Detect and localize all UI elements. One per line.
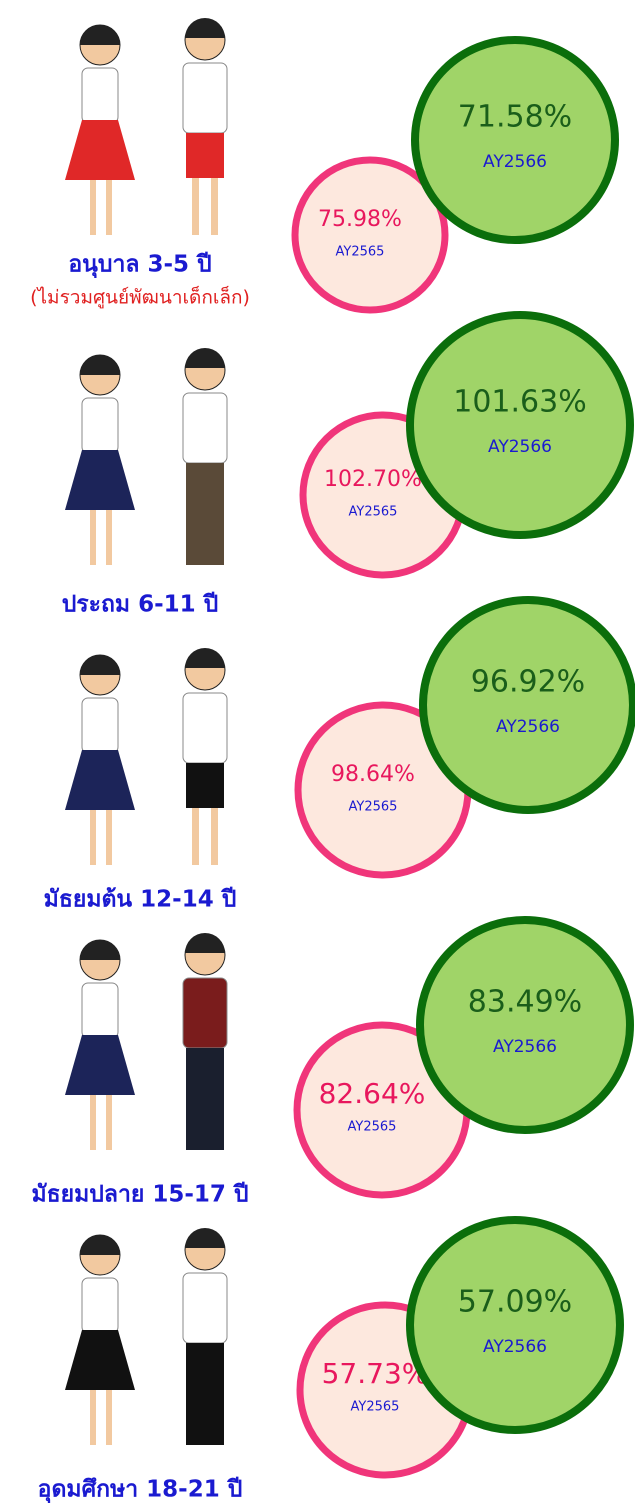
- level-label: ประถม 6-11 ปี: [62, 592, 219, 618]
- level-label: มัธยมต้น 12-14 ปี: [44, 887, 237, 913]
- figure-leg: [90, 510, 96, 565]
- figure-leg: [106, 1390, 112, 1445]
- figure-hair: [80, 1235, 120, 1255]
- level-sublabel: (ไม่รวมศูนย์พัฒนาเด็กเล็ก): [30, 285, 250, 309]
- figure-pants: [186, 763, 224, 808]
- current-circle: [419, 596, 635, 814]
- previous-circle: [291, 156, 449, 314]
- figure-leg: [106, 510, 112, 565]
- previous-value: 75.98%: [318, 207, 402, 232]
- figure-leg: [90, 1095, 96, 1150]
- current-year: AY2566: [488, 437, 552, 457]
- figure-body: [81, 397, 119, 454]
- current-year: AY2566: [496, 717, 560, 737]
- current-value: 57.09%: [458, 1285, 572, 1320]
- figure-leg: [106, 1095, 112, 1150]
- current-circle: [406, 1216, 624, 1434]
- current-year: AY2566: [483, 152, 547, 172]
- current-value: 101.63%: [453, 385, 586, 420]
- figure-leg: [106, 810, 112, 865]
- figure-pants: [186, 1048, 224, 1150]
- figure-body: [81, 982, 119, 1039]
- figure-leg: [90, 810, 96, 865]
- previous-year: AY2565: [336, 245, 385, 260]
- figure-body: [182, 62, 228, 134]
- figure-body: [182, 1272, 228, 1344]
- current-circle: [411, 36, 619, 244]
- figure-body: [81, 67, 119, 124]
- level-label: มัธยมปลาย 15-17 ปี: [31, 1182, 248, 1208]
- previous-value: 57.73%: [322, 1357, 429, 1390]
- current-value: 96.92%: [471, 665, 585, 700]
- figure-hair: [80, 940, 120, 960]
- previous-value: 98.64%: [331, 762, 415, 787]
- current-value: 71.58%: [458, 100, 572, 135]
- figure-skirt: [65, 1330, 135, 1390]
- illustration: [65, 348, 228, 565]
- figure-body: [81, 1277, 119, 1334]
- previous-value: 102.70%: [324, 467, 422, 492]
- figure-hair: [80, 25, 120, 45]
- previous-value: 82.64%: [319, 1077, 426, 1110]
- figure-hair: [185, 1228, 225, 1248]
- figure-skirt: [65, 750, 135, 810]
- figure-hair: [185, 348, 225, 368]
- figure-pants: [186, 133, 224, 178]
- figure-hair: [185, 933, 225, 953]
- illustration: [65, 648, 228, 865]
- illustration: [65, 1228, 228, 1445]
- current-value: 83.49%: [468, 985, 582, 1020]
- level-label: อุดมศึกษา 18-21 ปี: [38, 1477, 243, 1504]
- figure-skirt: [65, 120, 135, 180]
- previous-year: AY2565: [351, 1400, 400, 1415]
- figure-leg: [90, 180, 96, 235]
- previous-year: AY2565: [349, 505, 398, 520]
- figure-body: [182, 977, 228, 1049]
- figure-pants: [186, 1343, 224, 1445]
- previous-year: AY2565: [349, 800, 398, 815]
- figure-leg: [211, 808, 218, 865]
- current-circle: [406, 311, 634, 539]
- figure-leg: [211, 178, 218, 235]
- figure-skirt: [65, 450, 135, 510]
- current-year: AY2566: [483, 1337, 547, 1357]
- figure-leg: [192, 178, 199, 235]
- figure-hair: [80, 355, 120, 375]
- figure-leg: [106, 180, 112, 235]
- current-year: AY2566: [493, 1037, 557, 1057]
- illustration: [65, 933, 228, 1150]
- figure-skirt: [65, 1035, 135, 1095]
- figure-hair: [185, 18, 225, 38]
- figure-body: [182, 392, 228, 464]
- figure-body: [182, 692, 228, 764]
- illustration: [65, 18, 228, 235]
- current-circle: [416, 916, 634, 1134]
- figure-leg: [90, 1390, 96, 1445]
- figure-hair: [80, 655, 120, 675]
- figure-pants: [186, 463, 224, 565]
- figure-body: [81, 697, 119, 754]
- previous-year: AY2565: [348, 1120, 397, 1135]
- level-label: อนุบาล 3-5 ปี: [68, 252, 211, 279]
- figure-hair: [185, 648, 225, 668]
- figure-leg: [192, 808, 199, 865]
